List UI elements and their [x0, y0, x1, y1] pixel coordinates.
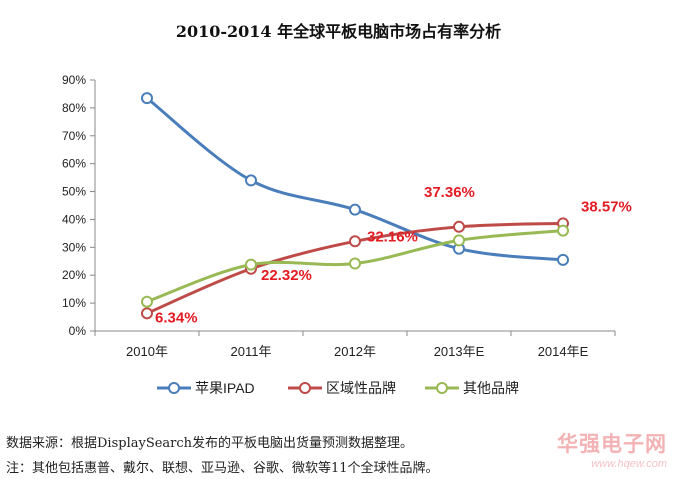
- legend-entry: 其他品牌: [463, 380, 519, 396]
- y-tick-label: 80%: [62, 101, 86, 115]
- series-point: [141, 307, 153, 320]
- watermark-url: www.hqew.com: [591, 458, 667, 470]
- series-point: [349, 203, 361, 216]
- y-tick-label: 0%: [69, 324, 87, 338]
- series-point: [557, 253, 569, 266]
- y-tick-label: 40%: [62, 212, 86, 226]
- y-tick-label: 60%: [62, 157, 86, 171]
- data-label: 37.36%: [424, 184, 475, 201]
- data-label: 6.34%: [155, 309, 198, 326]
- y-tick-label: 50%: [62, 185, 86, 199]
- data-source-note: 数据来源：根据DisplaySearch发布的平板电脑出货量预测数据整理。: [6, 436, 414, 451]
- series-point: [141, 92, 153, 105]
- series-point: [349, 257, 361, 270]
- footnote: 注：其他包括惠普、戴尔、联想、亚马逊、谷歌、微软等11个全球性品牌。: [6, 461, 439, 476]
- y-tick-label: 30%: [62, 240, 86, 254]
- series-point: [245, 174, 257, 187]
- series-point: [141, 295, 153, 308]
- y-tick-label: 10%: [62, 296, 86, 310]
- data-label: 32.16%: [367, 228, 418, 245]
- x-tick-label: 2013年E: [434, 344, 485, 359]
- legend-swatch-marker: [168, 382, 180, 394]
- legend-entry: 区域性品牌: [326, 380, 396, 396]
- legend-swatch-marker: [299, 382, 311, 394]
- data-label: 22.32%: [261, 267, 312, 284]
- y-tick-label: 20%: [62, 268, 86, 282]
- line-chart: 0% 10% 20% 30% 40% 50% 60% 70% 80% 90% 2010年 2011年 2…: [62, 73, 632, 396]
- legend-swatch-marker: [436, 382, 448, 394]
- x-tick-label: 2011年: [231, 344, 272, 359]
- x-tick-label: 2010年: [126, 344, 168, 359]
- y-tick-label: 70%: [62, 129, 86, 143]
- x-tick-label: 2012年: [334, 344, 376, 359]
- chart-title: 2010-2014 年全球平板电脑市场占有率分析: [175, 22, 502, 41]
- series-point: [349, 235, 361, 248]
- x-tick-label: 2014年E: [538, 344, 589, 359]
- legend-entry: 苹果IPAD: [195, 380, 255, 396]
- series-point: [557, 224, 569, 237]
- y-tick-label: 90%: [62, 73, 86, 87]
- data-label: 38.57%: [581, 198, 632, 215]
- series-point: [453, 234, 465, 247]
- watermark-name: 华强电子网: [557, 433, 667, 456]
- series-point: [453, 220, 465, 233]
- series-point: [245, 258, 257, 271]
- watermark-logo: 华强电子网 www.hqew.com: [557, 428, 667, 470]
